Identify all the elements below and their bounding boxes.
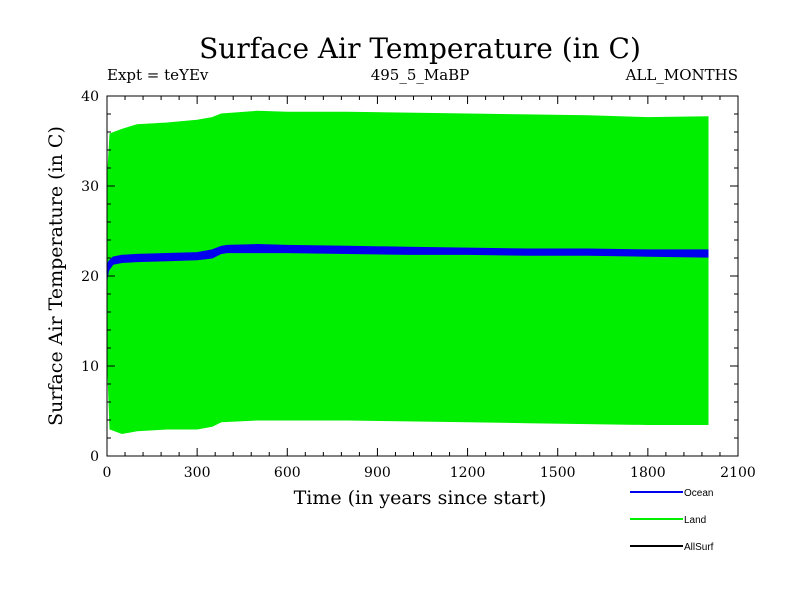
x-tick-label: 600 [274,465,301,481]
months-label: ALL_MONTHS [625,66,738,84]
chart-title: Surface Air Temperature (in C) [199,32,641,65]
y-tick-label: 10 [81,359,99,375]
y-axis-label: Surface Air Temperature (in C) [45,126,67,426]
legend-label-land: Land [684,515,706,526]
x-tick-label: 1200 [450,465,486,481]
y-tick-label: 0 [90,449,99,465]
x-tick-label: 1500 [540,465,576,481]
x-tick-label: 0 [103,465,112,481]
x-tick-label: 900 [364,465,391,481]
axes: 0 300 600 900 1200 1500 1800 2100 0 10 20 30 40 [81,89,756,481]
legend: Ocean Land AllSurf [630,488,714,553]
legend-label-ocean: Ocean [684,488,713,499]
y-tick-label: 40 [81,89,99,105]
series-ocean-band [106,243,709,280]
plot-area [106,110,709,435]
y-tick-label: 30 [81,179,99,195]
experiment-label: Expt = teYEv [107,66,209,84]
period-label: 495_5_MaBP [371,66,470,84]
series-land-band [106,110,709,435]
x-tick-label: 1800 [630,465,666,481]
legend-label-allsurf: AllSurf [684,542,714,553]
x-tick-label: 2100 [720,465,756,481]
x-axis-label: Time (in years since start) [294,487,547,509]
y-tick-label: 20 [81,269,99,285]
x-tick-label: 300 [184,465,211,481]
